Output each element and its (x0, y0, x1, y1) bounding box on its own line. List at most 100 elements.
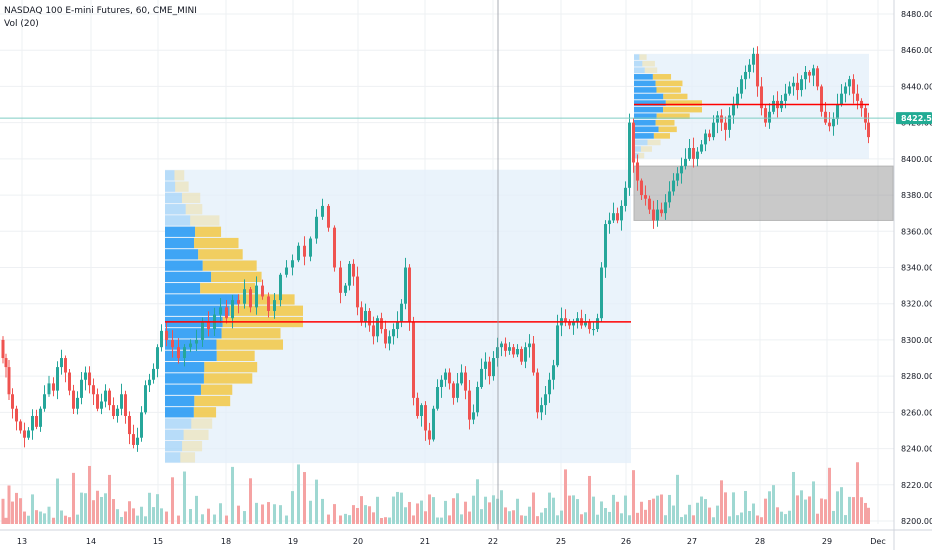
volume-bar (604, 508, 607, 524)
profile-row-down (211, 271, 262, 283)
profile-row-down (193, 407, 217, 418)
price-tick-label: 8240.00 (901, 445, 932, 454)
volume-bar (231, 466, 234, 524)
candle-body (752, 53, 755, 65)
volume-bar (640, 501, 643, 524)
profile-row-up (634, 93, 664, 100)
candle-body (764, 108, 767, 123)
candle-body (165, 330, 168, 340)
price-tick-label: 8320.00 (901, 300, 932, 309)
profile-row-up (165, 237, 195, 249)
candlesticks (1, 46, 870, 452)
volume-bar (548, 492, 551, 524)
volume-bar (528, 506, 531, 524)
volume-indicator-title[interactable]: Vol (20) (4, 19, 39, 29)
candle-body (279, 274, 282, 301)
volume-bar (136, 515, 139, 524)
chart-legend: NASDAQ 100 E-mini Futures, 60, CME_MINI … (4, 5, 197, 31)
volume-bar (508, 511, 511, 524)
volume-bar (867, 507, 870, 524)
volume-bar (384, 517, 387, 524)
candle-body (321, 205, 324, 217)
candle-body (128, 415, 131, 435)
volume-bar (568, 495, 571, 524)
candle-body (76, 397, 79, 409)
volume-bar (680, 517, 683, 524)
current-price-tag: 8422.50 (896, 112, 932, 125)
price-tick-label: 8360.00 (901, 227, 932, 236)
candle-body (788, 86, 791, 94)
profile-row-up (165, 170, 175, 181)
profile-row-down (204, 362, 258, 373)
time-axis[interactable]: 13 14 15 18 19 20 21 22 25 26 27 28 29 Dec (17, 537, 886, 546)
candle-body (616, 213, 619, 221)
candle-body (388, 336, 391, 344)
volume-bar (768, 491, 771, 524)
candle-body (720, 115, 723, 123)
volume-bar (120, 517, 123, 524)
profile-row-up (634, 100, 666, 106)
candle-body (532, 343, 535, 373)
volume-bar (285, 515, 288, 524)
candle-body (552, 365, 555, 380)
candle-body (64, 358, 67, 373)
volume-bar (852, 497, 855, 524)
volume-bar (195, 495, 198, 524)
volume-bar (171, 477, 174, 524)
candle-body (267, 296, 270, 311)
volume-bar (644, 509, 647, 524)
candle-body (492, 358, 495, 377)
volume-bar (291, 491, 294, 524)
profile-row-up (634, 119, 656, 126)
candle-body (488, 361, 491, 377)
volume-bar (344, 513, 347, 524)
volume-bar (844, 515, 847, 524)
candle-body (339, 267, 342, 293)
volume-bar (124, 511, 127, 524)
profile-row-down (642, 60, 655, 67)
candle-body (56, 367, 59, 391)
volume-bar (804, 499, 807, 524)
volume-bar (832, 510, 835, 524)
candle-body (424, 405, 427, 431)
volume-bar (80, 492, 83, 524)
volume-bar (732, 492, 735, 524)
volume-bar (624, 495, 627, 524)
volume-bar (776, 507, 779, 524)
candle-body (1, 339, 5, 359)
profile-row-down (202, 260, 257, 271)
volume-bar (396, 491, 399, 524)
volume-bar (512, 510, 515, 524)
price-tick-label: 8280.00 (901, 372, 932, 381)
profile-row-up (165, 395, 195, 407)
candle-body (152, 368, 155, 380)
gray-zone-box (633, 165, 894, 221)
profile-row-up (165, 418, 192, 429)
candle-body (35, 415, 38, 427)
profile-row-down (203, 373, 253, 384)
volume-bar (788, 510, 791, 524)
volume-bar (27, 515, 30, 524)
volume-bar (327, 514, 330, 524)
candle-body (744, 71, 747, 80)
candle-body (736, 93, 739, 105)
profile-row-down (181, 192, 201, 204)
volume-bar (536, 516, 539, 524)
volume-bar (492, 495, 495, 524)
volume-bar (7, 485, 11, 524)
candle-body (31, 415, 34, 431)
volume-bar (864, 502, 867, 524)
profile-row-up (165, 226, 196, 237)
candle-body (476, 387, 479, 413)
profile-row-up (165, 260, 203, 271)
candle-body (620, 205, 623, 221)
volume-bar (652, 498, 655, 524)
candle-body (700, 144, 703, 152)
candle-body (408, 267, 411, 322)
poc-lines (165, 103, 869, 323)
volume-bar (315, 479, 318, 524)
profile-row-down (195, 226, 222, 237)
symbol-title[interactable]: NASDAQ 100 E-mini Futures, 60, CME_MINI (4, 6, 197, 16)
